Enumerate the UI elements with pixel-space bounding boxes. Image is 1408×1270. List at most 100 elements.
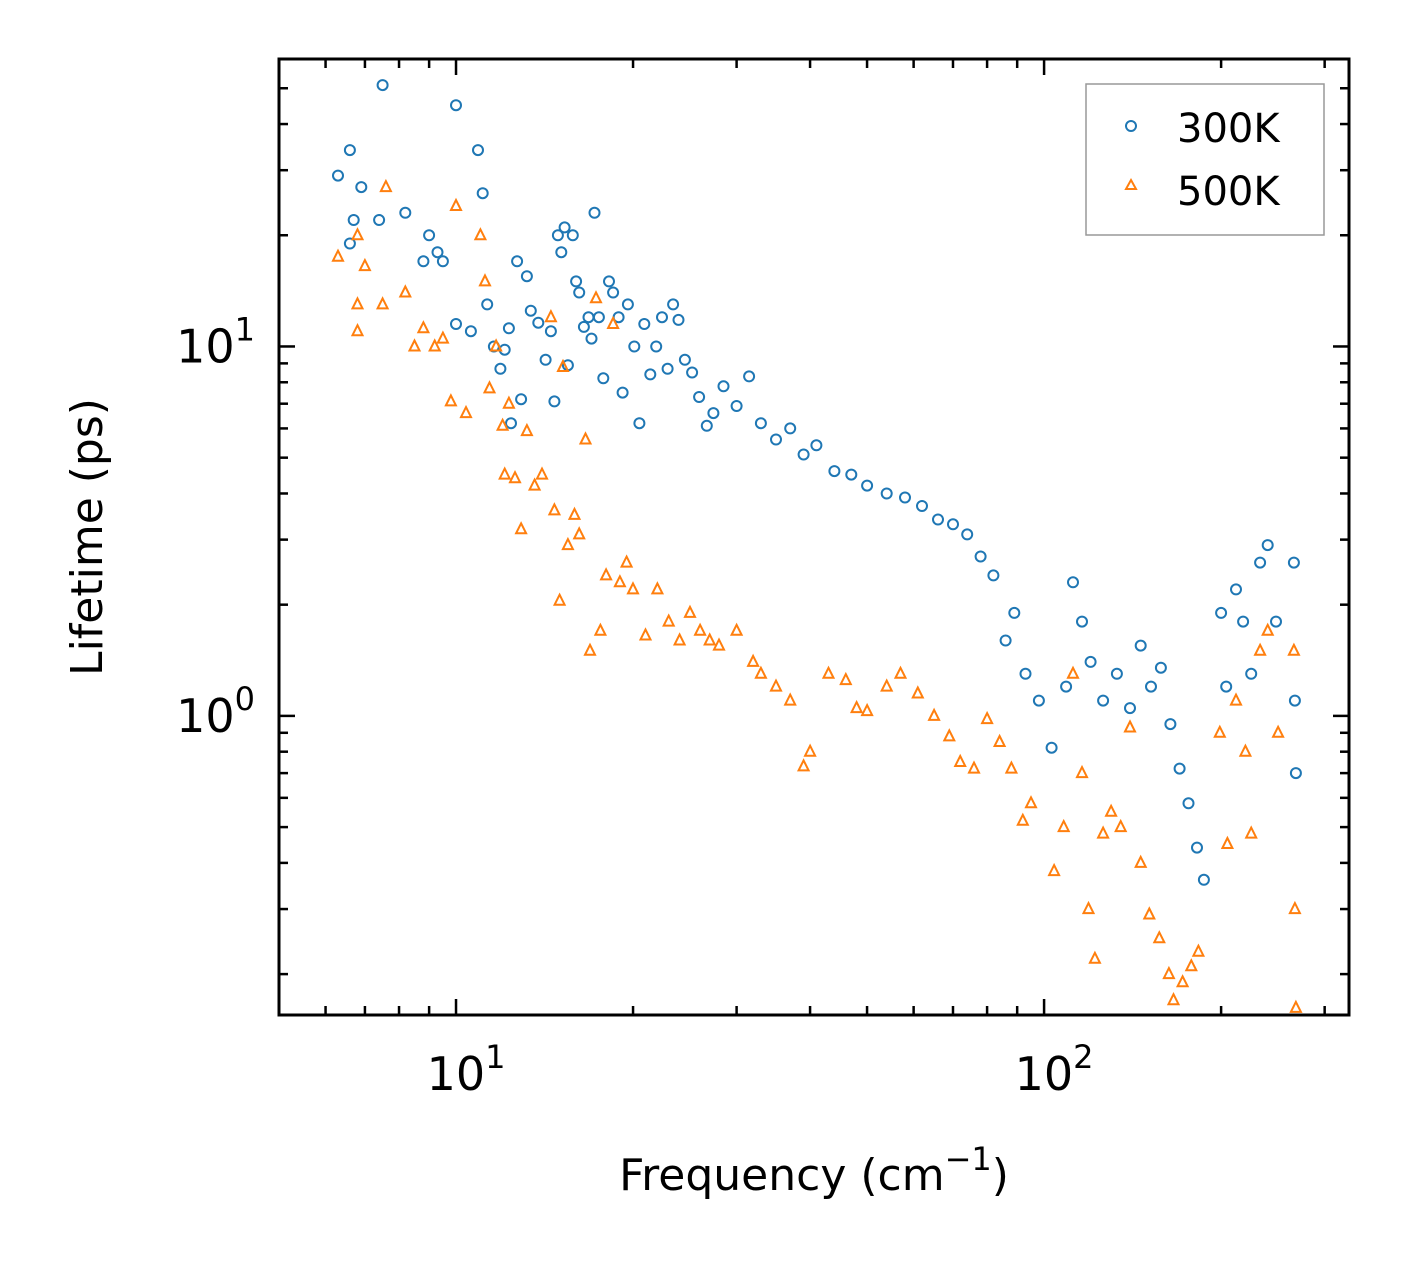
data-point-500k xyxy=(482,380,497,394)
data-point-300k xyxy=(717,380,730,393)
data-point-500k xyxy=(1220,835,1235,849)
data-point-500k xyxy=(839,671,853,686)
data-point-500k xyxy=(769,678,783,692)
data-point-500k xyxy=(980,710,994,725)
data-point-500k xyxy=(593,622,608,636)
data-point-500k xyxy=(1066,665,1080,679)
x-axis-label: Frequency (cm−1) xyxy=(619,1140,1009,1201)
data-point-500k xyxy=(1166,991,1181,1006)
data-point-300k xyxy=(633,417,646,430)
data-point-300k xyxy=(481,298,494,311)
data-point-500k xyxy=(1288,900,1302,915)
data-point-500k xyxy=(746,653,760,667)
data-point-300k xyxy=(1287,556,1300,569)
data-point-500k xyxy=(650,581,665,595)
data-point-500k xyxy=(693,622,707,636)
data-point-300k xyxy=(693,391,706,403)
data-point-500k xyxy=(672,632,687,646)
data-point-300k xyxy=(616,386,629,399)
y-tick-label-2-base: 10 xyxy=(176,319,235,373)
data-point-300k xyxy=(1191,841,1203,854)
data-point-500k xyxy=(803,743,817,757)
data-point-300k xyxy=(373,214,386,226)
data-point-500k xyxy=(1047,862,1061,877)
data-point-300k xyxy=(1270,615,1282,628)
data-point-300k xyxy=(661,362,674,375)
data-point-500k xyxy=(1081,900,1096,915)
data-point-300k xyxy=(1110,667,1123,680)
data-point-500k xyxy=(508,469,522,484)
data-point-300k xyxy=(1045,741,1058,754)
legend-box xyxy=(1085,83,1325,236)
data-point-300k xyxy=(828,465,841,478)
data-point-300k xyxy=(644,368,657,381)
data-point-500k xyxy=(459,404,473,419)
data-point-500k xyxy=(1238,743,1253,757)
data-point-500k xyxy=(619,554,634,568)
data-point-300k xyxy=(431,246,444,259)
data-point-300k xyxy=(423,229,436,242)
data-point-500k xyxy=(849,699,864,714)
data-point-300k xyxy=(588,206,601,219)
data-point-300k xyxy=(1230,583,1242,596)
data-point-500k xyxy=(1004,760,1019,774)
data-point-300k xyxy=(577,320,590,333)
data-point-500k xyxy=(398,284,412,298)
data-point-300k xyxy=(916,500,928,512)
data-point-300k xyxy=(551,229,564,242)
data-point-500k xyxy=(572,526,586,540)
data-point-500k xyxy=(552,592,567,606)
data-point-300k xyxy=(376,79,389,92)
data-point-500k xyxy=(527,477,542,491)
data-point-300k xyxy=(770,433,782,446)
plot-frame xyxy=(277,57,1351,1017)
data-point-300k xyxy=(947,518,959,531)
data-point-500k xyxy=(502,395,516,409)
data-point-300k xyxy=(845,468,858,481)
data-point-300k xyxy=(638,318,651,330)
data-point-500k xyxy=(428,338,442,352)
svg-text:101: 101 xyxy=(176,310,255,373)
data-point-500k xyxy=(638,627,653,641)
data-point-300k xyxy=(1182,797,1195,810)
data-point-500k xyxy=(911,685,925,699)
data-point-300k xyxy=(355,181,368,194)
data-point-300k xyxy=(650,340,663,353)
data-point-500k xyxy=(589,290,603,304)
data-point-300k xyxy=(548,395,561,408)
data-point-300k xyxy=(656,311,668,324)
data-point-300k xyxy=(1288,694,1301,707)
data-point-500k xyxy=(350,322,365,337)
series-500k xyxy=(331,178,1303,1013)
data-point-300k xyxy=(1076,615,1088,628)
data-point-300k xyxy=(899,491,911,504)
data-point-300k xyxy=(1245,667,1258,680)
svg-text:100: 100 xyxy=(176,680,255,743)
data-point-300k xyxy=(707,407,720,420)
data-point-500k xyxy=(567,506,582,520)
data-point-500k xyxy=(1152,930,1166,944)
svg-text:101: 101 xyxy=(427,1038,506,1101)
svg-text:102: 102 xyxy=(1015,1038,1094,1101)
data-point-300k xyxy=(1032,694,1045,707)
data-point-500k xyxy=(495,417,510,431)
data-point-500k xyxy=(444,393,458,407)
data-point-500k xyxy=(599,567,613,581)
data-point-500k xyxy=(1104,803,1118,817)
data-point-500k xyxy=(473,227,488,241)
data-point-300k xyxy=(628,340,641,353)
data-point-500k xyxy=(561,536,575,551)
data-point-300k xyxy=(1060,680,1073,693)
data-point-500k xyxy=(703,632,717,646)
data-point-300k xyxy=(570,275,583,288)
data-point-500k xyxy=(535,466,549,480)
legend-label-500k: 500K xyxy=(1177,169,1281,215)
data-point-300k xyxy=(700,419,713,432)
x-tick-label-2: 102 xyxy=(1015,1038,1094,1101)
data-point-300k xyxy=(558,221,571,234)
data-point-300k xyxy=(472,144,484,157)
data-point-500k xyxy=(626,581,640,595)
data-point-300k xyxy=(1084,655,1097,668)
data-point-300k xyxy=(932,513,944,526)
data-point-300k xyxy=(464,325,477,338)
